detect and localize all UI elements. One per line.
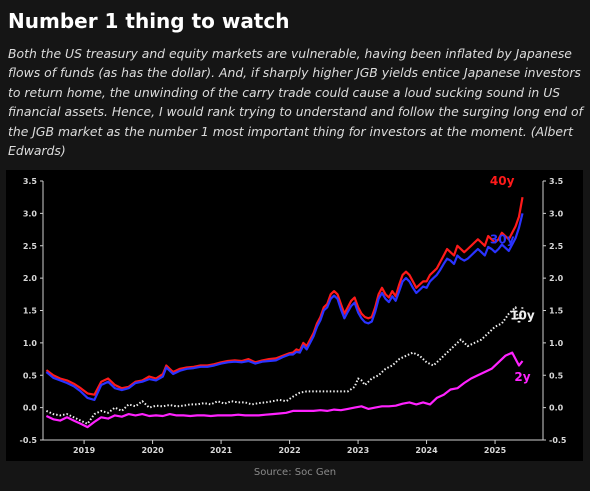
series-label-2y: 2y xyxy=(514,370,530,384)
series-line-10y xyxy=(45,306,524,425)
y-tick-label-left: 0.0 xyxy=(23,404,38,413)
y-tick-label-right: 1.5 xyxy=(549,307,564,316)
y-tick-label-left: -0.5 xyxy=(20,436,38,445)
x-tick-label: 2019 xyxy=(73,446,96,455)
y-tick-label-left: 0.5 xyxy=(23,371,38,380)
y-tick-label-right: 2.0 xyxy=(549,274,564,283)
page-title: Number 1 thing to watch xyxy=(8,9,290,33)
y-tick-label-left: 1.0 xyxy=(23,339,38,348)
x-tick-label: 2023 xyxy=(347,446,369,455)
y-tick-label-right: 3.0 xyxy=(549,209,564,218)
line-chart: -0.5 -0.5 0.0 0.0 0.5 0.5 1.0 1.0 1.5 1.5 2.0 2.0 2.… xyxy=(20,174,567,455)
series-line-40y xyxy=(45,197,524,396)
y-tick-label-right: 2.5 xyxy=(549,242,564,251)
source-note: Source: Soc Gen xyxy=(253,467,337,478)
y-tick-label-right: 0.5 xyxy=(549,371,564,380)
y-tick-label-left: 1.5 xyxy=(23,307,38,316)
y-tick-label-right: 0.0 xyxy=(549,404,564,413)
x-tick-label: 2024 xyxy=(415,446,438,455)
y-tick-label-left: 2.0 xyxy=(23,274,38,283)
y-tick-label-right: -0.5 xyxy=(549,436,567,445)
series-line-2y xyxy=(45,351,524,429)
x-tick-label: 2021 xyxy=(210,446,233,455)
y-tick-label-left: 3.0 xyxy=(23,209,38,218)
y-tick-label-left: 2.5 xyxy=(23,242,38,251)
x-tick-label: 2020 xyxy=(141,446,164,455)
series-line-30y xyxy=(45,213,524,401)
series-label-30y: 30y xyxy=(490,232,515,246)
y-tick-label-right: 1.0 xyxy=(549,339,564,348)
quote-text: Both the US treasury and equity markets … xyxy=(8,46,583,159)
series-label-10y: 10y xyxy=(510,308,535,322)
x-tick-label: 2022 xyxy=(278,446,300,455)
chart-panel: -0.5 -0.5 0.0 0.0 0.5 0.5 1.0 1.0 1.5 1.5 2.0 2.0 2.… xyxy=(6,170,583,461)
y-tick-label-left: 3.5 xyxy=(23,177,38,186)
series-label-40y: 40y xyxy=(490,174,515,188)
x-tick-label: 2025 xyxy=(484,446,507,455)
y-tick-label-right: 3.5 xyxy=(549,177,564,186)
